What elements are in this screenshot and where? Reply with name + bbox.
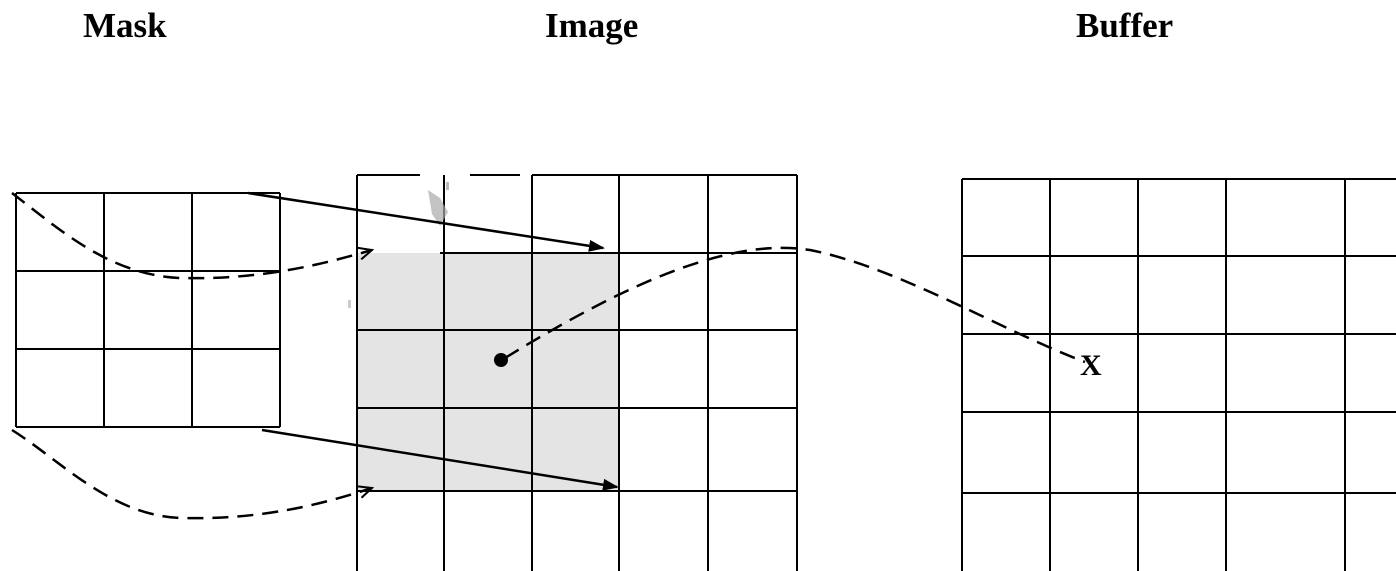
- top-mapping-arrow: [247, 191, 605, 252]
- center-to-buffer-curve: [504, 246, 1086, 364]
- bottom-mapping-arrow: [261, 428, 619, 491]
- top-dashed-curve: [11, 192, 372, 280]
- scan-artifacts: [348, 182, 449, 308]
- buffer-x-marker: X: [1080, 349, 1102, 382]
- bottom-dashed-curve: [11, 428, 372, 520]
- mask-grid: [15, 192, 281, 428]
- image-highlight-region: [357, 253, 619, 491]
- buffer-title: Buffer: [1076, 6, 1174, 45]
- image-title: Image: [545, 6, 639, 45]
- buffer-grid: [961, 178, 1396, 571]
- image-grid: [356, 174, 798, 571]
- mask-title: Mask: [83, 6, 167, 45]
- image-center-dot: [494, 353, 508, 367]
